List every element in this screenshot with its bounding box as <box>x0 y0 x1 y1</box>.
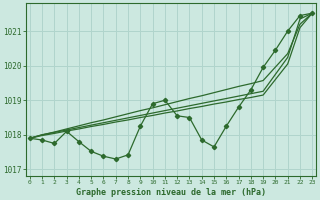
X-axis label: Graphe pression niveau de la mer (hPa): Graphe pression niveau de la mer (hPa) <box>76 188 266 197</box>
